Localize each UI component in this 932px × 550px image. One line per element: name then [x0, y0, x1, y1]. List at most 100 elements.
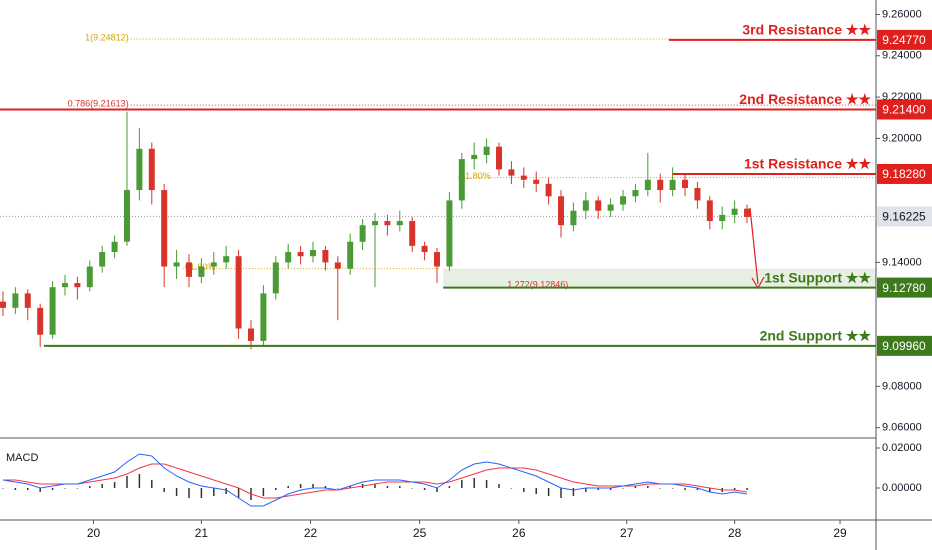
candle-body: [607, 204, 614, 211]
fib-label: 61.80%: [460, 171, 491, 181]
candle-body: [285, 252, 292, 263]
candle-body: [458, 159, 465, 201]
candle-body: [86, 266, 93, 288]
candle-body: [235, 256, 242, 329]
level-price-box: [877, 99, 932, 120]
candle-body: [719, 214, 726, 222]
candle-body: [198, 266, 205, 277]
candle-body: [210, 262, 217, 267]
candle-body: [173, 262, 180, 267]
candle-body: [595, 200, 602, 211]
y-tick-label: 9.14000: [882, 256, 922, 268]
candle-body: [409, 221, 416, 246]
candle-body: [483, 146, 490, 155]
x-tick-label: 25: [413, 526, 427, 540]
candle-body: [185, 262, 192, 277]
candle-body: [372, 221, 379, 226]
candle-body: [272, 262, 279, 294]
level-price: 9.18280: [882, 167, 926, 181]
candle-body: [545, 183, 552, 197]
x-tick-label: 22: [304, 526, 318, 540]
x-tick-label: 20: [87, 526, 101, 540]
macd-title: MACD: [6, 452, 38, 464]
candle-body: [434, 252, 441, 267]
x-tick-label: 26: [512, 526, 526, 540]
candle-body: [421, 245, 428, 253]
candle-body: [496, 146, 503, 170]
current-price-box: [877, 206, 932, 227]
level-price-box: [877, 29, 932, 50]
candle-body: [620, 196, 627, 205]
fib-label: 1.272(9.12846): [507, 280, 568, 290]
candle-body: [123, 190, 130, 242]
candle-body: [223, 256, 230, 263]
candle-body: [644, 179, 651, 191]
candle-body: [396, 221, 403, 226]
candle-body: [74, 283, 81, 288]
candle-body: [520, 175, 527, 180]
candle-body: [570, 210, 577, 226]
x-tick-label: 29: [833, 526, 847, 540]
y-tick-label: 9.20000: [882, 132, 922, 144]
candle-body: [334, 262, 341, 269]
candle-body: [260, 293, 267, 341]
y-tick-label: 9.06000: [882, 422, 922, 434]
candle-body: [0, 301, 6, 308]
x-tick-label: 27: [620, 526, 634, 540]
candle-body: [582, 200, 589, 211]
x-tick-label: 21: [195, 526, 209, 540]
candle-body: [359, 225, 366, 242]
candle-body: [694, 188, 701, 201]
level-price: 9.09960: [882, 339, 926, 353]
level-name: 3rd Resistance ★★: [742, 22, 871, 38]
candle-body: [24, 293, 31, 308]
forecast-arrow: [749, 207, 759, 285]
candle-body: [309, 249, 316, 257]
level-price: 9.24770: [882, 33, 926, 47]
candle-body: [632, 190, 639, 197]
candle-body: [682, 179, 689, 189]
level-price-box: [877, 277, 932, 298]
support-zone: [443, 268, 876, 288]
candle-body: [446, 200, 453, 267]
candle-body: [322, 249, 329, 263]
macd-line: [2, 453, 748, 507]
x-tick-label: 28: [728, 526, 742, 540]
candle-body: [657, 179, 664, 191]
candle-body: [99, 252, 106, 267]
candle-body: [706, 200, 713, 222]
candle-body: [136, 148, 143, 191]
level-price: 9.21400: [882, 103, 926, 117]
candle-body: [669, 179, 676, 191]
candle-body: [297, 252, 304, 257]
y-tick-label: 9.08000: [882, 380, 922, 392]
plot: 1(9.24812)0.786(9.21613)61.80%61.80%1.27…: [0, 32, 876, 350]
level-name: 1st Support ★★: [764, 269, 871, 285]
candle-body: [49, 287, 56, 335]
candle-body: [111, 241, 118, 253]
level-name: 2nd Resistance ★★: [739, 91, 871, 107]
level-name: 1st Resistance ★★: [744, 156, 871, 172]
candle-body: [148, 148, 155, 191]
candle-body: [37, 307, 44, 335]
level-name: 2nd Support ★★: [760, 328, 872, 344]
candle-body: [347, 241, 354, 269]
candle-body: [12, 293, 19, 308]
candle-body: [731, 208, 738, 215]
candle-body: [161, 190, 168, 267]
candle-body: [533, 179, 540, 184]
fib-label: 1(9.24812): [85, 32, 129, 42]
level-price-box: [877, 335, 932, 356]
candle-body: [471, 154, 478, 160]
current-price-label: 9.16225: [882, 210, 926, 224]
y-tick-label: 9.24000: [882, 50, 922, 62]
candle-body: [558, 196, 565, 226]
candle-body: [744, 208, 751, 217]
candle-body: [384, 221, 391, 226]
candle-body: [247, 328, 254, 341]
y-tick-label: 9.22000: [882, 91, 922, 103]
y-tick-label: 9.26000: [882, 8, 922, 20]
level-price-box: [877, 163, 932, 184]
